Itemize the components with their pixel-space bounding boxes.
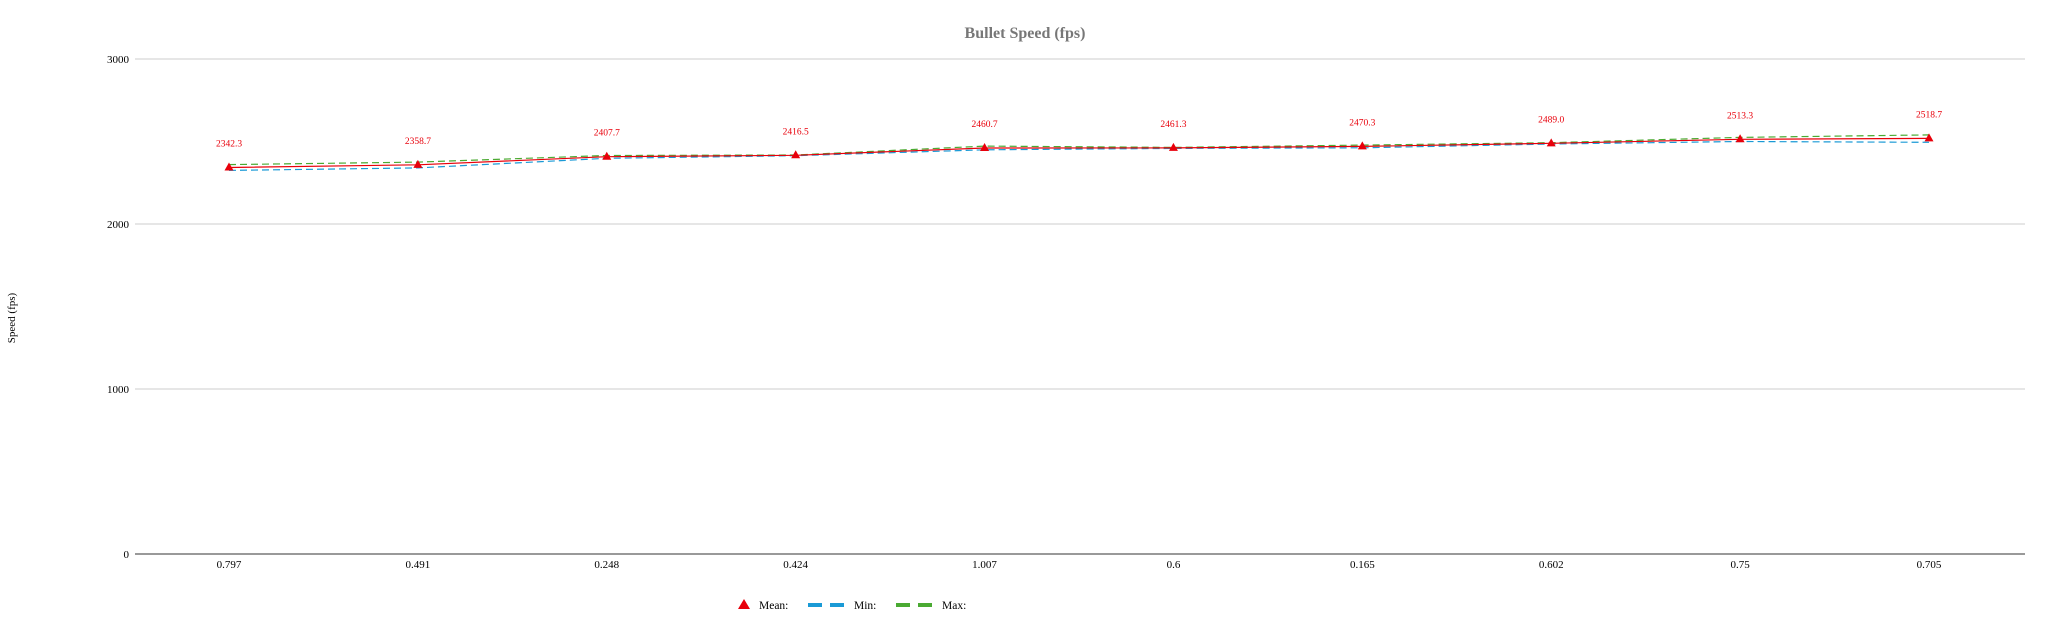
chart-title: Bullet Speed (fps) — [965, 25, 1086, 42]
data-labels: 2342.3 2358.7 2407.7 2416.5 2460.7 2461.3 2470… — [216, 110, 1942, 149]
legend-item-mean: Mean: — [738, 599, 788, 612]
mean-point — [1168, 142, 1178, 151]
data-label: 2416.5 — [783, 127, 809, 137]
mean-point — [1924, 133, 1934, 142]
legend-triangle-icon — [738, 599, 750, 609]
gridlines — [135, 58, 2025, 555]
mean-point — [791, 150, 801, 159]
mean-point — [980, 142, 990, 151]
data-label: 2342.3 — [216, 140, 242, 150]
y-tick-label: 3000 — [107, 54, 130, 66]
mean-point — [224, 162, 234, 171]
x-axis-ticks: 0.797 0.491 0.248 0.424 1.007 0.6 0.165 0.602 0.… — [217, 559, 1942, 571]
legend-item-max: Max: — [896, 600, 966, 612]
legend-label: Max: — [942, 600, 966, 612]
series-line-min — [228, 140, 1930, 171]
x-tick-label: 0.248 — [594, 559, 619, 571]
data-label: 2489.0 — [1538, 115, 1564, 125]
x-tick-label: 0.602 — [1539, 559, 1564, 571]
legend-item-min: Min: — [808, 600, 876, 612]
x-tick-label: 1.007 — [972, 559, 997, 571]
legend: Mean: Min: Max: — [738, 599, 966, 612]
data-label: 2407.7 — [594, 129, 620, 139]
y-tick-label: 2000 — [107, 219, 130, 231]
series-lines — [228, 134, 1930, 171]
data-label: 2460.7 — [971, 120, 997, 130]
data-label: 2358.7 — [405, 137, 431, 147]
y-axis-label: Speed (fps) — [6, 292, 18, 343]
mean-point — [1735, 134, 1745, 143]
data-label: 2513.3 — [1727, 111, 1753, 121]
legend-label: Min: — [854, 600, 876, 612]
mean-point — [1357, 141, 1367, 150]
x-tick-label: 0.424 — [783, 559, 808, 571]
x-tick-label: 0.165 — [1350, 559, 1375, 571]
legend-label: Mean: — [759, 600, 788, 612]
mean-point — [413, 159, 423, 168]
y-axis-ticks: 0 1000 2000 3000 — [107, 54, 130, 561]
x-tick-label: 0.797 — [217, 559, 242, 571]
mean-point — [1546, 138, 1556, 147]
x-tick-label: 0.75 — [1730, 559, 1750, 571]
data-label: 2470.3 — [1349, 118, 1375, 128]
mean-markers — [224, 133, 1934, 171]
x-tick-label: 0.491 — [406, 559, 431, 571]
y-tick-label: 0 — [124, 549, 130, 561]
x-tick-label: 0.6 — [1167, 559, 1181, 571]
y-tick-label: 1000 — [107, 384, 130, 396]
series-line-max — [228, 134, 1930, 166]
x-tick-label: 0.705 — [1917, 559, 1942, 571]
data-label: 2518.7 — [1916, 110, 1942, 120]
data-label: 2461.3 — [1160, 120, 1186, 130]
mean-point — [602, 151, 612, 160]
series-line-mean — [228, 137, 1930, 169]
